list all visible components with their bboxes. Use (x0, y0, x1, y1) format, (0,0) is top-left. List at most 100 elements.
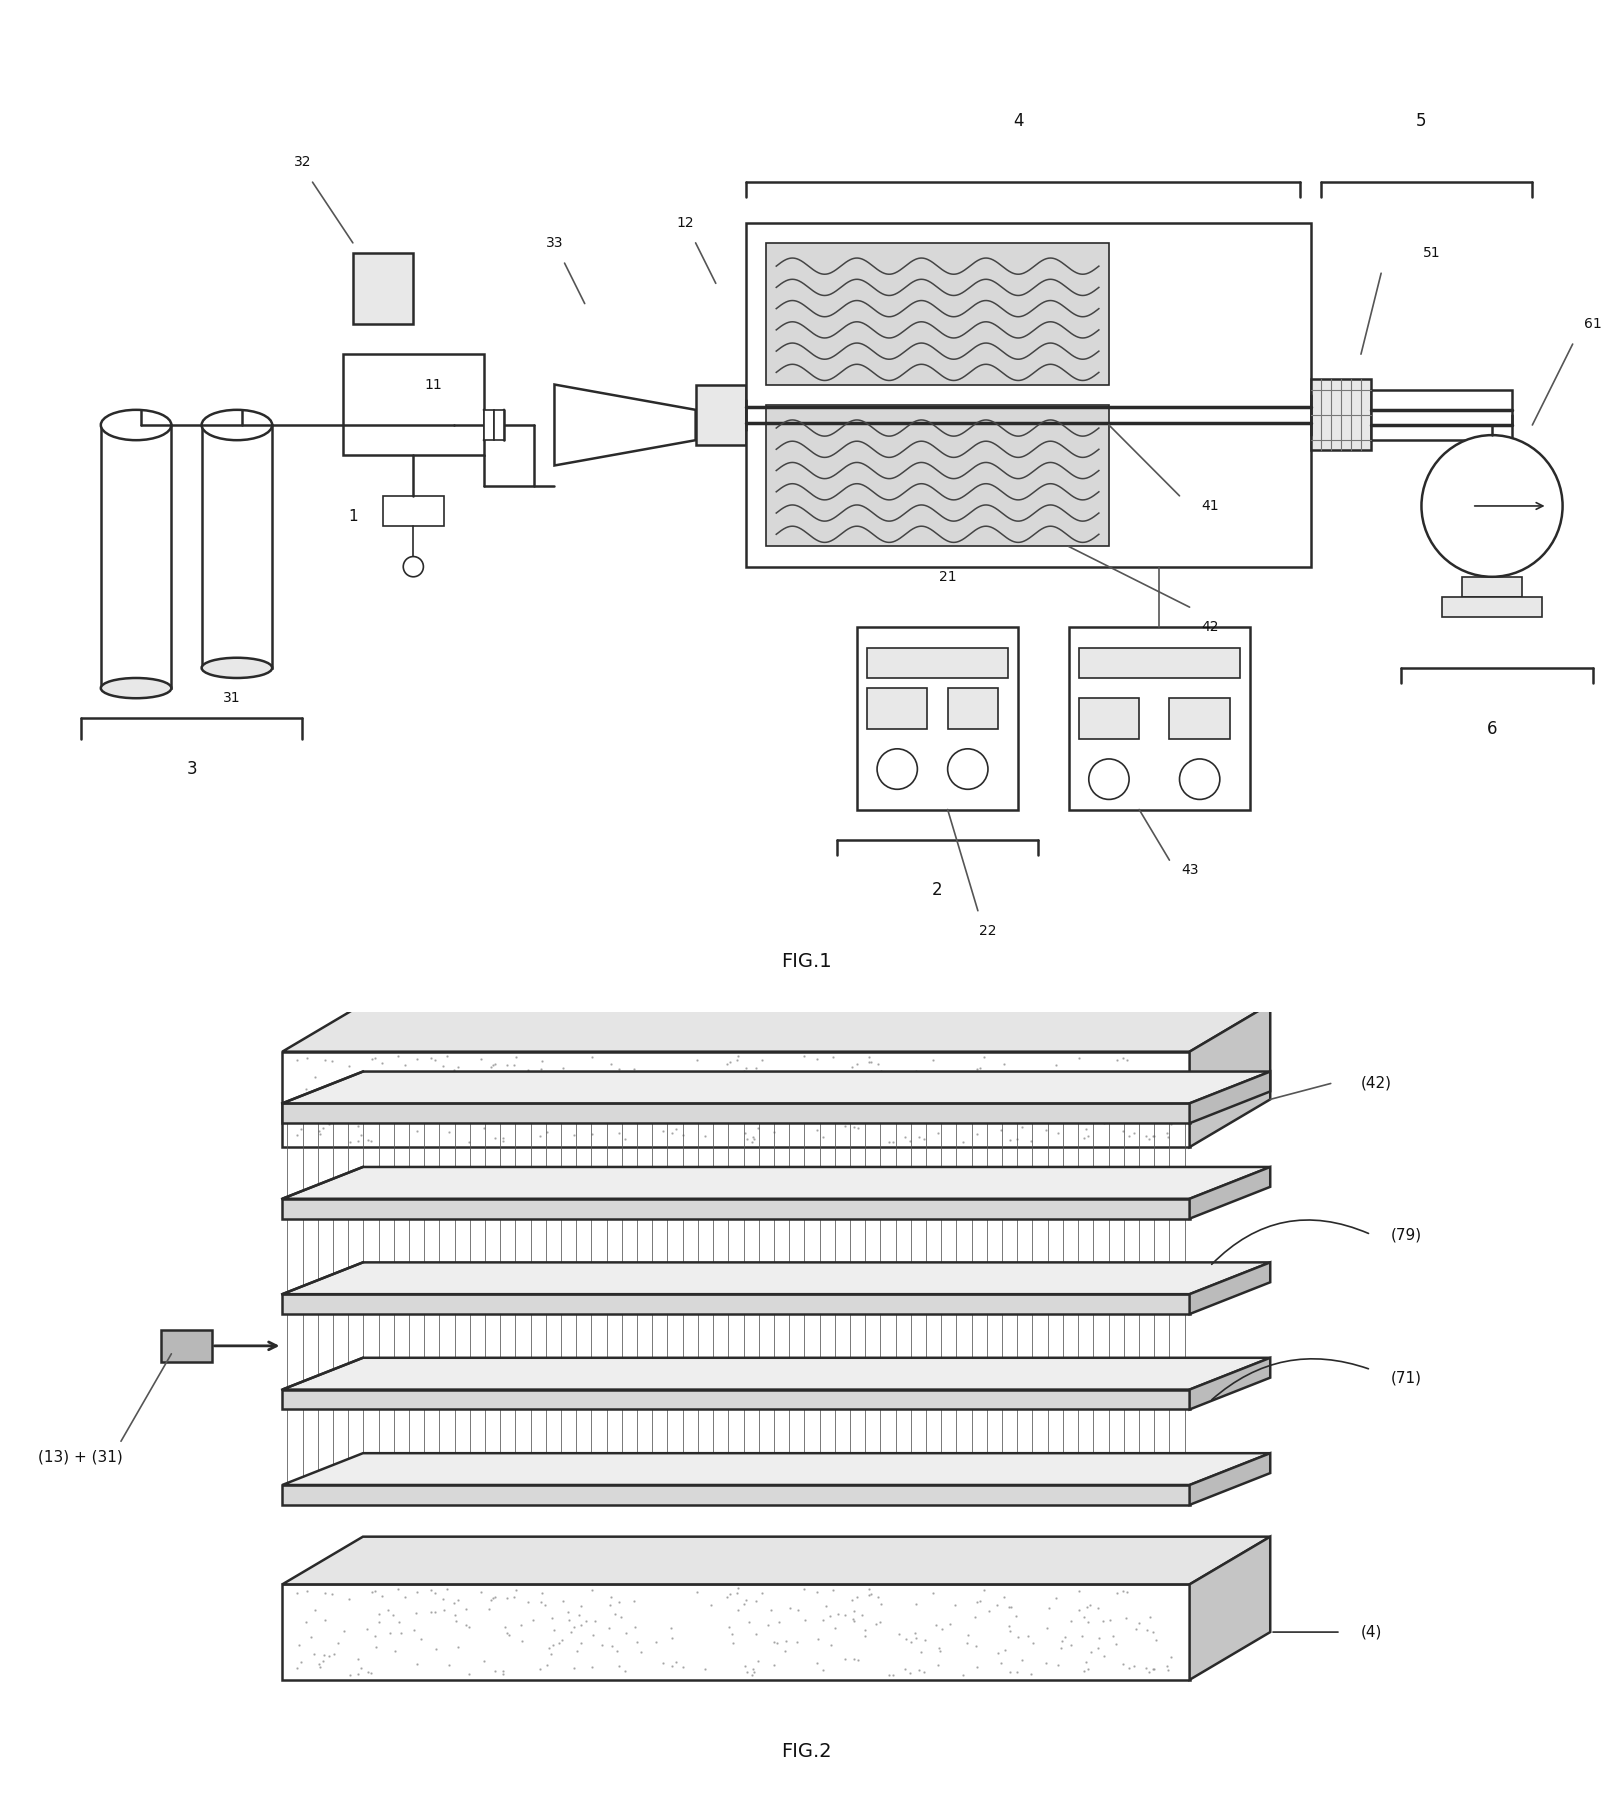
Point (605, 1104, 631, 1133)
Point (294, 1044, 319, 1073)
Point (392, 1050, 418, 1079)
Point (840, 1072, 866, 1100)
Point (868, 1608, 894, 1637)
Point (403, 1117, 429, 1146)
Point (294, 1576, 319, 1605)
Point (750, 1046, 776, 1075)
Polygon shape (1190, 1072, 1271, 1124)
Point (721, 1628, 747, 1657)
Text: 41: 41 (1202, 499, 1218, 513)
Point (818, 1601, 844, 1630)
Polygon shape (282, 1072, 1271, 1104)
Point (529, 1053, 555, 1082)
Point (336, 1052, 361, 1081)
Polygon shape (282, 1167, 1271, 1198)
Point (734, 1126, 760, 1155)
Point (611, 1124, 637, 1153)
Point (503, 1043, 529, 1072)
Point (284, 1046, 310, 1075)
Point (658, 1614, 684, 1643)
Point (1018, 1659, 1044, 1688)
Point (556, 1606, 582, 1635)
Point (355, 1082, 381, 1111)
Point (868, 1075, 894, 1104)
Point (476, 1596, 502, 1624)
Point (1153, 1652, 1179, 1681)
Point (1074, 1592, 1100, 1621)
Point (1066, 1596, 1092, 1624)
Point (482, 1124, 508, 1153)
Point (926, 1100, 952, 1129)
Point (826, 1068, 852, 1097)
Text: (4): (4) (1361, 1624, 1382, 1639)
Point (845, 1113, 871, 1142)
Point (963, 1099, 989, 1128)
Point (566, 1068, 592, 1097)
Point (1140, 1617, 1166, 1646)
Point (529, 1587, 555, 1615)
Point (561, 1120, 587, 1149)
Bar (344, 354, 484, 455)
Point (294, 1606, 319, 1635)
Point (494, 1086, 519, 1115)
Point (726, 1041, 752, 1070)
Circle shape (877, 748, 918, 790)
Point (852, 1082, 877, 1111)
Point (479, 1053, 505, 1082)
Point (369, 1050, 395, 1079)
Point (955, 1088, 981, 1117)
Point (361, 1090, 387, 1119)
Point (1015, 1621, 1040, 1650)
Point (492, 1612, 518, 1641)
Point (732, 1119, 758, 1147)
Point (792, 1606, 818, 1635)
Point (579, 1576, 605, 1605)
Point (1005, 1090, 1031, 1119)
Point (897, 1659, 923, 1688)
Text: FIG.2: FIG.2 (781, 1742, 832, 1760)
Point (1069, 1621, 1095, 1650)
Point (429, 1585, 455, 1614)
Point (1044, 1052, 1069, 1081)
Text: 11: 11 (424, 378, 442, 392)
Point (437, 1117, 463, 1146)
Point (761, 1095, 787, 1124)
Point (997, 1617, 1023, 1646)
Text: 6: 6 (1487, 719, 1497, 737)
Point (713, 1050, 739, 1079)
Point (927, 1637, 953, 1666)
Point (942, 1057, 968, 1086)
Point (913, 1093, 939, 1122)
Point (482, 1657, 508, 1686)
Point (392, 1583, 418, 1612)
Point (608, 1603, 634, 1632)
Point (377, 1086, 403, 1115)
Point (313, 1046, 339, 1075)
Point (984, 1057, 1010, 1086)
Point (403, 1650, 429, 1679)
Point (1158, 1643, 1184, 1671)
Point (1110, 1576, 1136, 1605)
Bar (857, 627, 1018, 810)
Point (684, 1044, 710, 1073)
Point (750, 1578, 776, 1606)
Point (386, 1606, 411, 1635)
Point (337, 1128, 363, 1156)
Point (423, 1634, 448, 1662)
Point (1058, 1630, 1084, 1659)
Point (405, 1578, 431, 1606)
Point (927, 1104, 953, 1133)
Text: (71): (71) (1390, 1370, 1423, 1386)
Point (929, 1614, 955, 1643)
Point (331, 1084, 356, 1113)
Point (311, 1108, 337, 1137)
Point (658, 1081, 684, 1109)
Point (950, 1661, 976, 1690)
Point (444, 1606, 469, 1635)
Point (803, 1115, 829, 1144)
Point (823, 1081, 848, 1109)
Point (826, 1599, 852, 1628)
Point (605, 1588, 631, 1617)
Point (660, 1119, 686, 1147)
Point (1005, 1657, 1031, 1686)
